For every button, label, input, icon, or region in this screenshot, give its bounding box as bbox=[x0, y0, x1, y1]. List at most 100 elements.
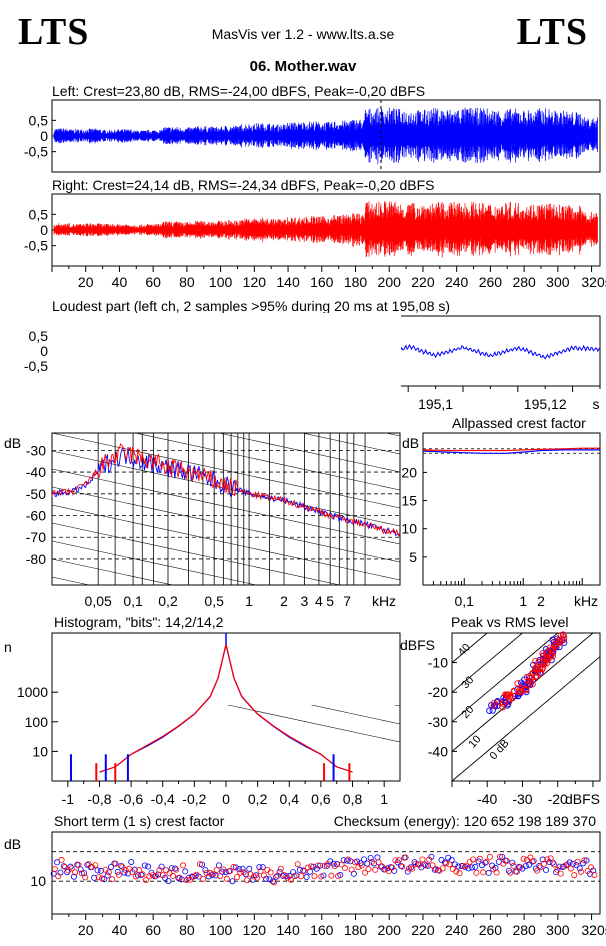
pvr-point-left bbox=[494, 697, 501, 705]
right-wave-ytick: 0 bbox=[40, 222, 48, 238]
loudest-xtick: 195,12 bbox=[524, 396, 567, 412]
logo-right: LTS bbox=[516, 11, 588, 53]
histogram-xtick: -0,4 bbox=[151, 791, 175, 807]
stc-point-right bbox=[392, 857, 399, 864]
stc-point-right bbox=[254, 874, 261, 881]
stc-frame bbox=[51, 831, 601, 915]
stc-point-right bbox=[486, 853, 493, 860]
pvr-xtick: -30 bbox=[512, 791, 532, 807]
histogram-title: Histogram, "bits": 14,2/14,2 bbox=[54, 614, 224, 630]
stc-point-right bbox=[132, 873, 139, 880]
stc-point-right bbox=[540, 860, 547, 867]
loudest-title: Loudest part (left ch, 2 samples >95% du… bbox=[52, 298, 450, 314]
stc-point-left bbox=[138, 871, 145, 878]
stc-point-left bbox=[273, 873, 280, 880]
pvr-point-left bbox=[527, 680, 534, 688]
stc-xtick: 20 bbox=[78, 922, 94, 938]
stc-point-right bbox=[365, 866, 372, 873]
pvr-point-right bbox=[532, 658, 539, 665]
stc-point-right bbox=[75, 861, 82, 868]
stc-point-right bbox=[274, 872, 281, 879]
stc-point-right bbox=[173, 866, 180, 873]
right-wave-xtick: 20 bbox=[78, 274, 94, 290]
stc-xtick: 60 bbox=[145, 922, 161, 938]
stc-point-left bbox=[522, 862, 529, 869]
stc-point-right bbox=[409, 865, 416, 872]
stc-point-right bbox=[51, 866, 58, 873]
stc-point-left bbox=[182, 868, 189, 875]
stc-point-right bbox=[588, 864, 595, 871]
right-wave-xtick: 140 bbox=[276, 274, 300, 290]
stc-xtick: 160 bbox=[310, 922, 334, 938]
pvr-point-right bbox=[510, 687, 518, 694]
stc-xtick: 80 bbox=[179, 922, 195, 938]
pvr-ytick: -20 bbox=[428, 684, 448, 700]
stc-point-right bbox=[301, 868, 308, 875]
stc-point-right bbox=[180, 862, 187, 869]
spectrum-frame bbox=[51, 432, 401, 586]
stc-point-right bbox=[318, 873, 325, 880]
stc-xtick: 140 bbox=[276, 922, 300, 938]
pvr-point-right bbox=[505, 695, 512, 702]
stc-point-left bbox=[118, 862, 125, 869]
stc-point-left bbox=[50, 870, 57, 877]
stc-point-left bbox=[539, 856, 546, 863]
pvr-point-right bbox=[499, 700, 507, 707]
right-wave-xtick: 240 bbox=[445, 274, 469, 290]
stc-point-left bbox=[94, 867, 101, 874]
histogram-xtick: -0,8 bbox=[87, 791, 111, 807]
pvr-point-right bbox=[556, 636, 563, 643]
stc-point-left bbox=[573, 862, 580, 869]
stc-point-left bbox=[472, 863, 479, 870]
stc-point-right bbox=[480, 869, 487, 876]
pvr-point-right bbox=[539, 650, 546, 657]
allpassed-xtick: kHz bbox=[574, 593, 598, 609]
stc-point-right bbox=[264, 866, 271, 873]
stc-point-right bbox=[399, 863, 406, 870]
stc-point-right bbox=[537, 864, 544, 871]
stc-point-right bbox=[115, 871, 122, 878]
spectrum-ytick: -70 bbox=[26, 529, 46, 545]
stc-point-right bbox=[368, 858, 375, 865]
pvr-point-left bbox=[549, 636, 556, 643]
right-wave-xtick: 80 bbox=[179, 274, 195, 290]
left-wave-ytick: -0,5 bbox=[24, 144, 48, 160]
logo-left: LTS bbox=[18, 11, 90, 53]
allpassed-ytick: 20 bbox=[401, 464, 417, 480]
stc-point-left bbox=[559, 863, 566, 870]
stc-point-right bbox=[419, 856, 426, 863]
stc-point-left bbox=[165, 878, 172, 885]
stc-point-right bbox=[547, 855, 554, 862]
stc-point-right bbox=[156, 867, 163, 874]
stc-point-left bbox=[199, 861, 206, 868]
stc-point-right bbox=[287, 876, 294, 883]
stc-point-right bbox=[260, 872, 267, 879]
pvr-point-right bbox=[523, 685, 530, 692]
stc-point-left bbox=[543, 867, 550, 874]
stc-point-right bbox=[372, 866, 379, 873]
pvr-point-right bbox=[499, 704, 506, 711]
stc-point-right bbox=[574, 858, 581, 865]
pvr-point-right bbox=[529, 681, 536, 688]
stc-point-right bbox=[490, 866, 497, 873]
stc-point-left bbox=[108, 863, 115, 870]
stc-point-left bbox=[303, 874, 310, 881]
stc-point-right bbox=[240, 869, 247, 876]
pvr-diagonal bbox=[451, 632, 559, 723]
pvr-diagonal bbox=[451, 632, 488, 663]
pvr-point-left bbox=[493, 698, 501, 706]
left-wave-ytick: 0,5 bbox=[29, 112, 49, 128]
pvr-point-right bbox=[552, 638, 559, 645]
pvr-point-right bbox=[490, 702, 497, 709]
stc-checksum: Checksum (energy): 120 652 198 189 370 bbox=[334, 813, 596, 829]
pvr-xtick: -40 bbox=[477, 791, 497, 807]
right-wave-xtick: 220 bbox=[411, 274, 435, 290]
stc-point-right bbox=[517, 864, 524, 871]
stc-point-right bbox=[527, 854, 534, 861]
pvr-frame bbox=[451, 632, 601, 782]
histogram-xtick: 0,6 bbox=[311, 791, 331, 807]
spectrum-ytick: -80 bbox=[26, 551, 46, 567]
stc-point-left bbox=[104, 872, 111, 879]
stc-point-right bbox=[99, 875, 106, 882]
allpassed-series-right bbox=[422, 447, 600, 452]
